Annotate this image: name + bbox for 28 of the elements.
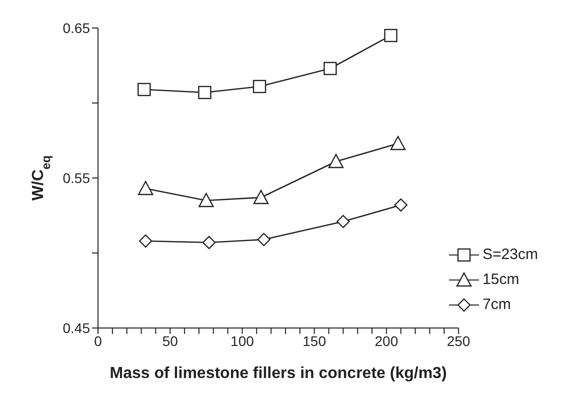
point [384, 28, 398, 42]
point [198, 192, 214, 208]
x-tick-label: 50 [162, 332, 178, 349]
y-tick-label: 0.65 [62, 20, 90, 36]
point [138, 82, 151, 96]
x-tick-label: 100 [230, 332, 254, 349]
point [253, 190, 269, 204]
point [138, 180, 154, 196]
y-tick-label: 0.55 [62, 170, 90, 186]
point [390, 136, 406, 150]
point [394, 198, 408, 212]
x-tick-label: 0 [94, 332, 102, 349]
y-tick-label: 0.45 [62, 320, 90, 336]
legend-label: 15cm [482, 271, 520, 288]
point [324, 62, 337, 76]
point [252, 80, 266, 94]
point [257, 232, 270, 246]
x-tick-label: 200 [374, 332, 398, 349]
point [138, 234, 152, 248]
point [198, 86, 212, 100]
legend-label: S=23cm [482, 246, 538, 263]
point [336, 214, 350, 228]
point [328, 154, 344, 168]
x-tick-label: 250 [446, 332, 470, 349]
legend-label: 7cm [482, 296, 511, 313]
x-tick-label: 150 [302, 332, 326, 349]
x-axis-title: Mass of limestone fillers in concrete (kg/m3) [110, 365, 447, 382]
point [202, 236, 216, 250]
